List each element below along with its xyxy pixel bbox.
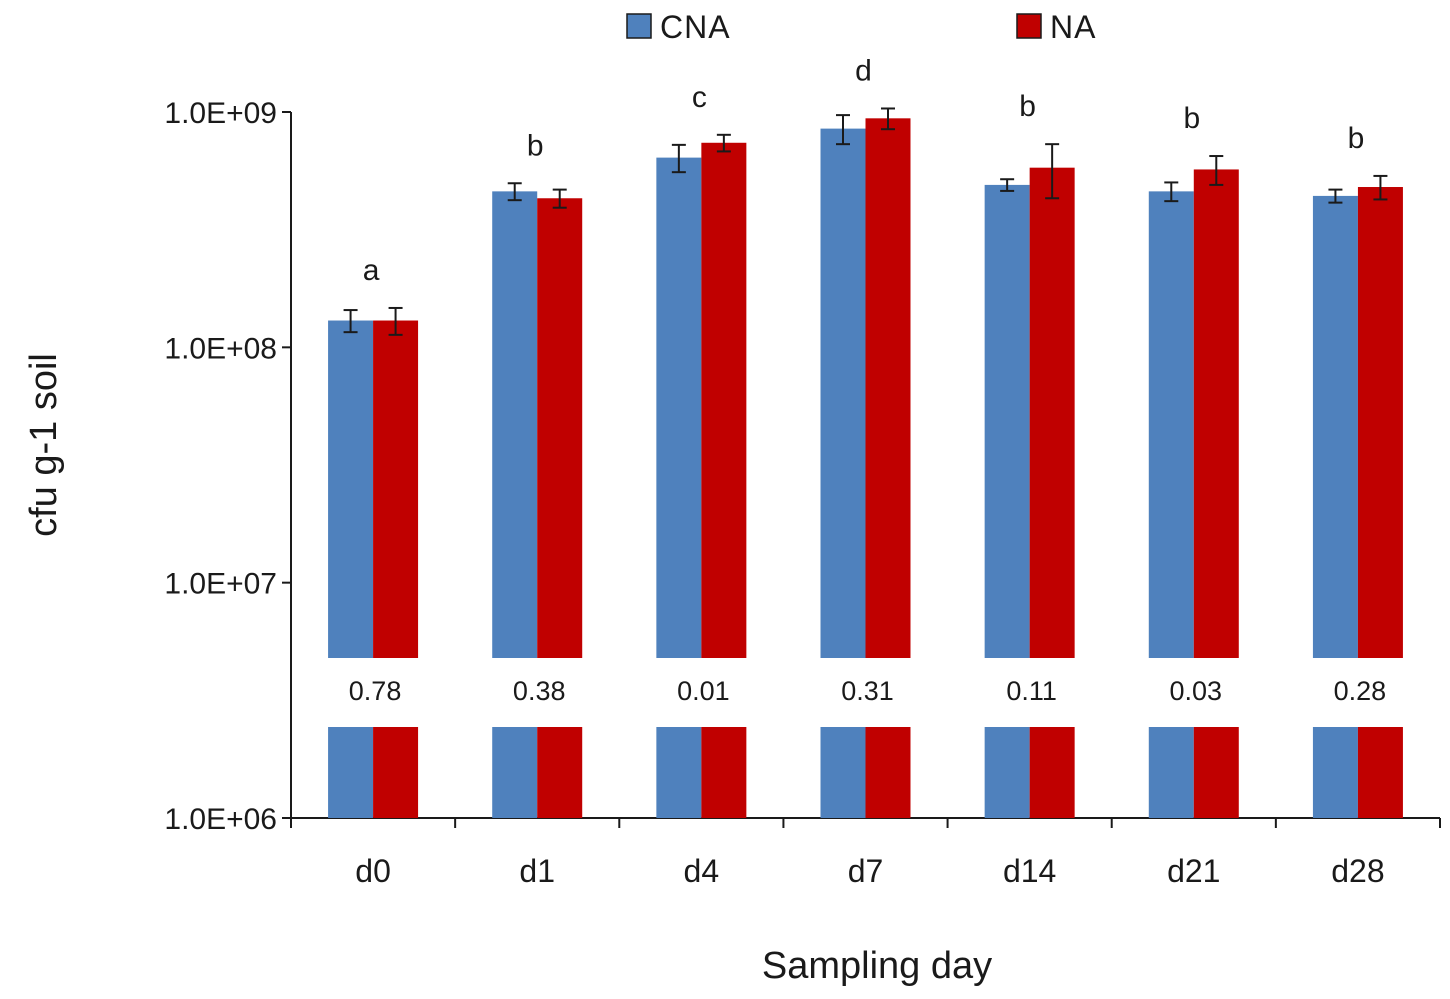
- bar-na-d21: [1193, 169, 1239, 658]
- bar-cna-d21-lower: [1148, 727, 1194, 818]
- x-tick-label-d21: d21: [1167, 853, 1220, 889]
- y-tick-label: 1.0E+09: [164, 97, 277, 130]
- p-value-d7: 0.31: [841, 676, 894, 706]
- bar-na-d7-lower: [865, 727, 911, 818]
- legend-label-na: NA: [1050, 9, 1096, 45]
- y-tick-label: 1.0E+08: [164, 332, 277, 365]
- p-value-d14: 0.11: [1006, 676, 1057, 706]
- p-value-d0: 0.78: [349, 676, 402, 706]
- significance-letter-d1: b: [527, 129, 544, 162]
- bar-cna-d4: [656, 157, 702, 659]
- x-tick-label-d28: d28: [1331, 853, 1384, 889]
- bar-cna-d4-lower: [656, 727, 702, 818]
- x-axis-title: Sampling day: [762, 945, 992, 987]
- significance-letter-d28: b: [1348, 122, 1365, 155]
- significance-letter-d21: b: [1183, 102, 1200, 135]
- legend-swatch-cna: [626, 13, 652, 39]
- significance-letter-d0: a: [363, 254, 380, 287]
- p-value-d1: 0.38: [513, 676, 566, 706]
- legend-label-cna: CNA: [660, 9, 731, 45]
- bar-na-d1: [537, 198, 583, 659]
- bar-na-d4-lower: [701, 727, 747, 818]
- x-tick-label-d0: d0: [355, 853, 391, 889]
- bar-na-d14-lower: [1029, 727, 1075, 818]
- plot-area: 1.0E+06 1.0E+07 1.0E+08 1.0E+09 a 0.78 d0 b 0.38…: [164, 54, 1441, 889]
- bar-na-d21-lower: [1193, 727, 1239, 818]
- p-value-d21: 0.03: [1170, 676, 1223, 706]
- bar-na-d1-lower: [537, 727, 583, 818]
- legend-swatch-na: [1016, 13, 1042, 39]
- bar-na-d4: [701, 142, 747, 658]
- bar-na-d7: [865, 118, 911, 658]
- x-tick-label-d14: d14: [1003, 853, 1056, 889]
- bar-cna-d0: [328, 320, 374, 658]
- legend: CNA NA: [626, 9, 1096, 45]
- significance-letter-d4: c: [692, 81, 707, 114]
- y-axis-title: cfu g-1 soil: [23, 353, 65, 537]
- significance-letter-d14: b: [1019, 90, 1036, 123]
- significance-letter-d7: d: [855, 54, 872, 87]
- bar-cna-d14-lower: [984, 727, 1030, 818]
- bar-cna-d28: [1312, 195, 1358, 658]
- bar-cna-d14: [984, 184, 1030, 658]
- bar-na-d14: [1029, 167, 1075, 658]
- bar-cna-d1: [492, 191, 538, 658]
- y-tick-label: 1.0E+06: [164, 803, 277, 836]
- bar-cna-d21: [1148, 191, 1194, 658]
- y-tick-label: 1.0E+07: [164, 568, 277, 601]
- bar-cna-d7-lower: [820, 727, 866, 818]
- bar-cna-d1-lower: [492, 727, 538, 818]
- bar-cna-d0-lower: [328, 727, 374, 818]
- p-value-d28: 0.28: [1334, 676, 1387, 706]
- x-tick-label-d1: d1: [519, 853, 555, 889]
- bar-cna-d28-lower: [1312, 727, 1358, 818]
- bar-na-d0-lower: [373, 727, 419, 818]
- bar-na-d28: [1357, 187, 1403, 658]
- x-tick-label-d7: d7: [848, 853, 884, 889]
- x-tick-label-d4: d4: [684, 853, 720, 889]
- bar-cna-d7: [820, 128, 866, 658]
- bar-na-d0: [373, 320, 419, 658]
- bar-na-d28-lower: [1357, 727, 1403, 818]
- p-value-d4: 0.01: [677, 676, 730, 706]
